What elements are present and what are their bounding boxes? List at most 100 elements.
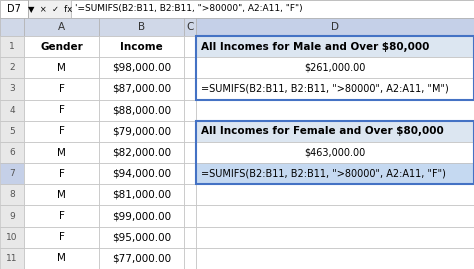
Bar <box>0 0 28 18</box>
Bar <box>196 227 474 248</box>
Text: =SUMIFS(B2:B11, B2:B11, ">80000", A2:A11, "M"): =SUMIFS(B2:B11, B2:B11, ">80000", A2:A11… <box>201 84 449 94</box>
Text: 10: 10 <box>6 233 18 242</box>
Text: 4: 4 <box>9 106 15 115</box>
Bar <box>196 248 474 269</box>
Text: M: M <box>57 190 66 200</box>
Text: 3: 3 <box>9 84 15 93</box>
Bar <box>71 0 474 18</box>
Bar <box>196 100 474 121</box>
Bar <box>196 121 474 142</box>
Bar <box>184 248 196 269</box>
Bar <box>184 121 196 142</box>
Text: 11: 11 <box>6 254 18 263</box>
Bar <box>184 142 196 163</box>
Text: $79,000.00: $79,000.00 <box>112 126 171 136</box>
Bar <box>184 206 196 227</box>
Bar <box>196 18 474 36</box>
Bar <box>24 227 99 248</box>
Bar <box>0 36 24 57</box>
Text: 7: 7 <box>9 169 15 178</box>
Text: 1: 1 <box>9 42 15 51</box>
Bar <box>99 163 184 184</box>
Bar <box>28 0 29 18</box>
Bar <box>184 100 196 121</box>
Bar <box>196 78 474 100</box>
Bar <box>24 18 99 36</box>
Bar <box>196 36 474 100</box>
Bar <box>184 18 196 36</box>
Bar <box>196 206 474 227</box>
Text: 2: 2 <box>9 63 15 72</box>
Bar <box>0 227 24 248</box>
Text: A: A <box>58 22 65 32</box>
Bar <box>99 121 184 142</box>
Text: =SUMIFS(B2:B11, B2:B11, ">80000", A2:A11, "F"): =SUMIFS(B2:B11, B2:B11, ">80000", A2:A11… <box>201 169 446 179</box>
Text: F: F <box>59 126 64 136</box>
Text: $88,000.00: $88,000.00 <box>112 105 171 115</box>
Text: M: M <box>57 63 66 73</box>
Bar <box>196 57 474 78</box>
Text: $82,000.00: $82,000.00 <box>112 147 171 158</box>
Bar <box>196 142 474 163</box>
Bar <box>196 121 474 184</box>
Bar <box>0 0 474 18</box>
Bar <box>0 206 24 227</box>
Text: $81,000.00: $81,000.00 <box>112 190 171 200</box>
Bar <box>99 227 184 248</box>
Bar <box>99 248 184 269</box>
Text: 6: 6 <box>9 148 15 157</box>
Text: $95,000.00: $95,000.00 <box>112 232 171 242</box>
Bar <box>184 36 196 57</box>
Bar <box>24 100 99 121</box>
Text: F: F <box>59 84 64 94</box>
Text: $94,000.00: $94,000.00 <box>112 169 171 179</box>
Text: $261,000.00: $261,000.00 <box>304 63 365 73</box>
Bar <box>184 163 196 184</box>
Text: D7: D7 <box>7 4 21 14</box>
Text: $463,000.00: $463,000.00 <box>304 147 365 158</box>
Text: All Incomes for Female and Over $80,000: All Incomes for Female and Over $80,000 <box>201 126 444 136</box>
Text: F: F <box>59 232 64 242</box>
Bar <box>24 206 99 227</box>
Text: ▼  ×  ✓  fx: ▼ × ✓ fx <box>28 5 72 13</box>
Text: Gender: Gender <box>40 42 83 52</box>
Text: F: F <box>59 169 64 179</box>
Bar <box>99 18 184 36</box>
Text: 5: 5 <box>9 127 15 136</box>
Text: M: M <box>57 147 66 158</box>
Bar <box>0 163 24 184</box>
Bar <box>0 57 24 78</box>
Bar <box>196 184 474 206</box>
Text: $99,000.00: $99,000.00 <box>112 211 171 221</box>
Bar <box>24 184 99 206</box>
Bar <box>99 100 184 121</box>
Bar <box>99 206 184 227</box>
Bar <box>24 163 99 184</box>
Text: Income: Income <box>120 42 163 52</box>
Bar <box>24 142 99 163</box>
Text: $98,000.00: $98,000.00 <box>112 63 171 73</box>
Bar <box>24 78 99 100</box>
Bar <box>196 36 474 57</box>
Bar <box>0 78 24 100</box>
Bar <box>0 248 24 269</box>
Bar <box>0 18 24 36</box>
Text: D: D <box>331 22 339 32</box>
Bar <box>99 184 184 206</box>
Text: B: B <box>138 22 145 32</box>
Bar <box>0 184 24 206</box>
Bar <box>184 57 196 78</box>
Text: C: C <box>186 22 194 32</box>
Text: $77,000.00: $77,000.00 <box>112 253 171 263</box>
Text: M: M <box>57 253 66 263</box>
Bar <box>99 57 184 78</box>
Bar <box>184 78 196 100</box>
Bar <box>99 78 184 100</box>
Text: $87,000.00: $87,000.00 <box>112 84 171 94</box>
Bar <box>0 121 24 142</box>
Text: All Incomes for Male and Over $80,000: All Incomes for Male and Over $80,000 <box>201 42 429 52</box>
Bar <box>184 184 196 206</box>
Bar <box>0 142 24 163</box>
Bar <box>0 100 24 121</box>
Bar <box>24 57 99 78</box>
